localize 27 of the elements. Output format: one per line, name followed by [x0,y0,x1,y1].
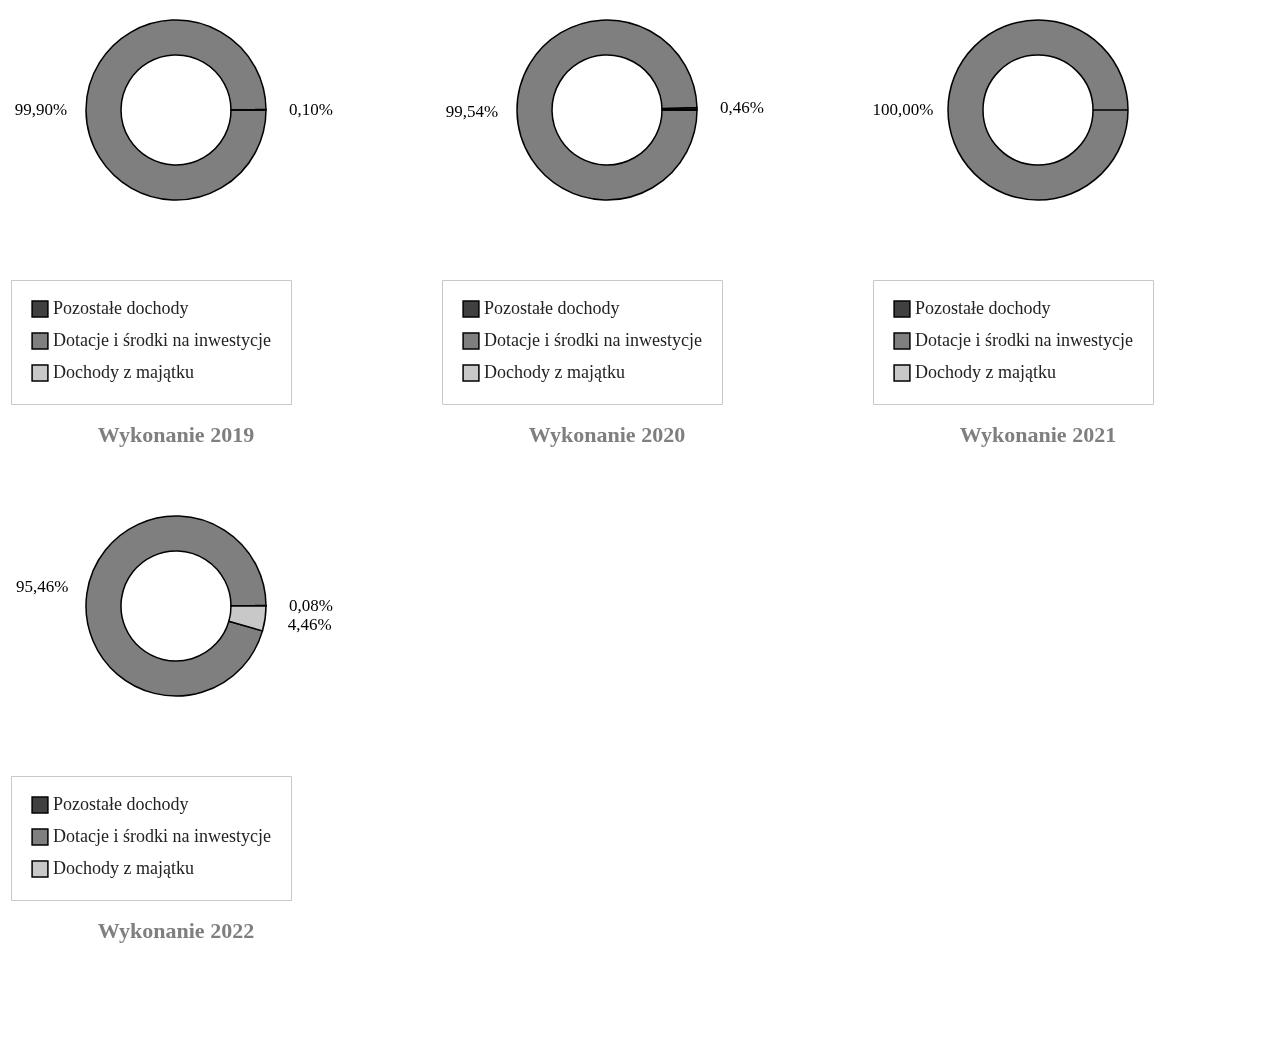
donut-slice [85,515,267,697]
data-label: 100,00% [872,100,934,119]
legend-label: Pozostałe dochody [53,794,189,814]
text: Wykonanie 2021 [959,421,1117,447]
donut-slice [85,19,267,201]
data-label: 99,54% [445,101,499,121]
legend-label: Dotacje i środki na inwestycje [915,330,1133,350]
text: Wykonanie 2022 [97,917,255,943]
data-label: 0,08% [289,595,333,615]
legend-label: Dotacje i środki na inwestycje [53,826,271,846]
legend-label: Dochody z majątku [915,362,1056,382]
donut-slice [516,19,698,201]
legend-label: Dochody z majątku [53,362,194,382]
data-label: 4,46% [287,614,332,634]
data-label: 0,10% [289,99,333,119]
text: Wykonanie 2019 [97,421,255,447]
data-label: 0,46% [720,98,764,118]
legend-label: Pozostałe dochody [53,298,189,318]
legend-label: Pozostałe dochody [484,298,620,318]
text: Wykonanie 2020 [528,421,686,447]
legend-label: Dochody z majątku [484,362,625,382]
legend-label: Dotacje i środki na inwestycje [53,330,271,350]
data-label: 95,46% [16,577,69,597]
legend-label: Dotacje i środki na inwestycje [484,330,702,350]
legend-label: Dochody z majątku [53,858,194,878]
data-label: 99,90% [14,100,68,120]
legend-label: Pozostałe dochody [915,298,1051,318]
